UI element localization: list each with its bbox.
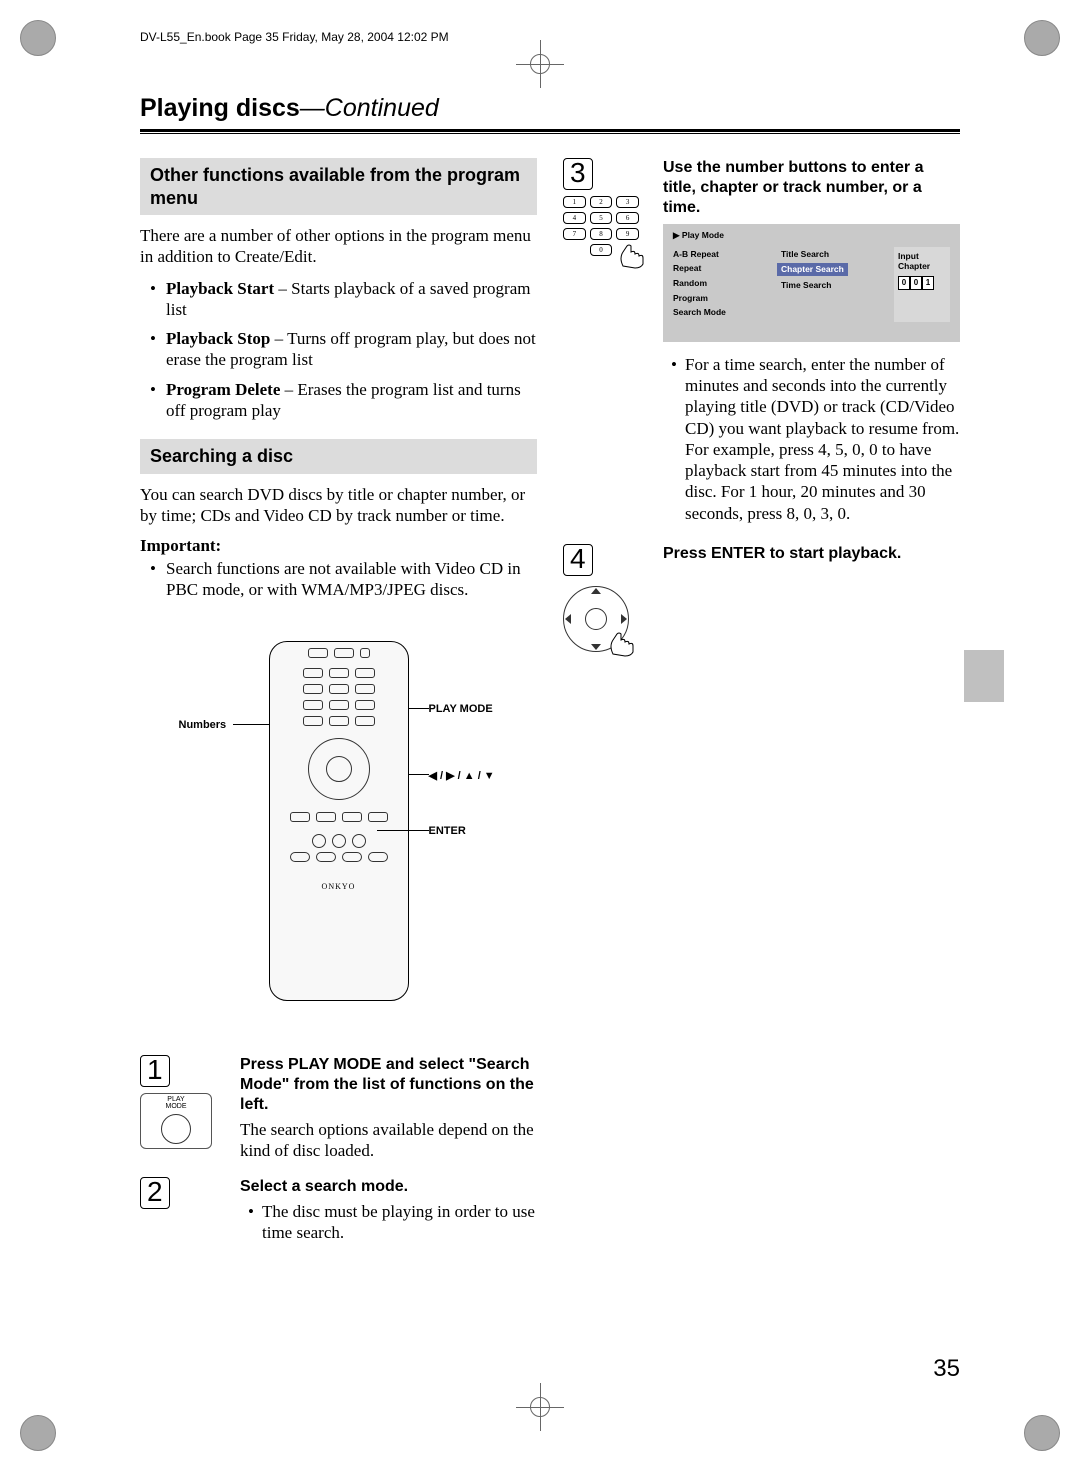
numpad-icon: 123 456 789 0 [563, 196, 643, 268]
step-left-area: 2 [140, 1177, 224, 1248]
crop-mark-bl [20, 1415, 56, 1451]
step-body: Press PLAY MODE and select "Search Mode"… [240, 1055, 537, 1162]
term: Playback Stop [166, 329, 270, 348]
screen-title: ▶ Play Mode [673, 230, 950, 241]
screen-col-modes: A-B Repeat Repeat Random Program Search … [673, 249, 763, 322]
step-body: Select a search mode. The disc must be p… [240, 1177, 537, 1248]
page-number: 35 [933, 1355, 960, 1383]
input-label: Input Chapter [898, 251, 946, 272]
crop-mark-br [1024, 1415, 1060, 1451]
left-column: Other functions available from the progr… [140, 158, 537, 1264]
bullet: The disc must be playing in order to use… [252, 1201, 537, 1244]
step-left-area: 4 [563, 544, 647, 652]
screen-col-search: Title Search Chapter Search Time Search [781, 249, 876, 322]
step-number: 2 [140, 1177, 170, 1209]
searching-intro: You can search DVD discs by title or cha… [140, 484, 537, 527]
step-left-area: 1 PLAYMODE [140, 1055, 224, 1162]
list-item: Program Delete – Erases the program list… [154, 379, 537, 422]
step-head: Use the number buttons to enter a title,… [663, 158, 960, 218]
term: Playback Start [166, 279, 274, 298]
leader-line [233, 724, 269, 725]
play-mode-screen: ▶ Play Mode A-B Repeat Repeat Random Pro… [663, 224, 960, 342]
play-mode-button-icon: PLAYMODE [140, 1093, 212, 1149]
step-head: Select a search mode. [240, 1177, 537, 1197]
step-text: The search options available depend on t… [240, 1119, 537, 1162]
crop-mark-tl [20, 20, 56, 56]
step-2: 2 Select a search mode. The disc must be… [140, 1177, 537, 1248]
two-column-layout: Other functions available from the progr… [140, 158, 960, 1264]
leader-line [409, 708, 429, 709]
list-item: Playback Stop – Turns off program play, … [154, 328, 537, 371]
page-title-continued: —Continued [300, 94, 439, 122]
crop-mark-tr [1024, 20, 1060, 56]
hand-icon [613, 236, 649, 272]
list-item: Playback Start – Starts playback of a sa… [154, 278, 537, 321]
section-other-functions-heading: Other functions available from the progr… [140, 158, 537, 215]
dpad-enter-icon [563, 586, 629, 652]
hand-icon [603, 624, 639, 660]
remote-label-playmode: PLAY MODE [429, 703, 493, 715]
bullet: For a time search, enter the number of m… [675, 354, 960, 524]
screen-input-panel: Input Chapter 0 0 1 [894, 247, 950, 322]
step-bullets: For a time search, enter the number of m… [663, 354, 960, 524]
remote-label-numbers: Numbers [179, 719, 227, 731]
screen-selected: Chapter Search [777, 263, 848, 276]
step-number: 3 [563, 158, 593, 190]
crop-cross-top [516, 40, 564, 88]
step-number: 4 [563, 544, 593, 576]
page-title-main: Playing discs [140, 94, 300, 122]
step-body: Press ENTER to start playback. [663, 544, 960, 652]
step-body: Use the number buttons to enter a title,… [663, 158, 960, 528]
step-4: 4 Press ENTER to start playback. [563, 544, 960, 652]
input-digits: 0 0 1 [898, 276, 946, 290]
remote-label-arrows: ◀ / ▶ / ▲ / ▼ [429, 769, 495, 782]
side-tab [964, 650, 1004, 702]
leader-line [377, 830, 429, 831]
title-rule [140, 129, 960, 134]
list-item: Search functions are not available with … [154, 558, 537, 601]
steps-left: 1 PLAYMODE Press PLAY MODE and select "S… [140, 1055, 537, 1248]
step-number: 1 [140, 1055, 170, 1087]
term: Program Delete [166, 380, 280, 399]
step-head: Press ENTER to start playback. [663, 544, 960, 564]
leader-line [409, 774, 429, 775]
remote-body: ONKYO [269, 641, 409, 1001]
important-label: Important: [140, 536, 537, 556]
important-list: Search functions are not available with … [140, 558, 537, 601]
section-searching-heading: Searching a disc [140, 439, 537, 474]
step-bullets: The disc must be playing in order to use… [240, 1201, 537, 1244]
page-title: Playing discs—Continued [140, 94, 960, 123]
right-column: 3 123 456 789 0 Use the num [563, 158, 960, 1264]
step-3: 3 123 456 789 0 Use the num [563, 158, 960, 528]
remote-label-enter: ENTER [429, 825, 466, 837]
remote-logo: ONKYO [270, 882, 408, 891]
remote-diagram: ONKYO Numbers PLAY MODE ◀ / ▶ / ▲ / ▼ EN… [149, 641, 529, 1021]
other-functions-list: Playback Start – Starts playback of a sa… [140, 278, 537, 422]
crop-cross-bottom [516, 1383, 564, 1431]
step-head: Press PLAY MODE and select "Search Mode"… [240, 1055, 537, 1115]
step-left-area: 3 123 456 789 0 [563, 158, 647, 528]
other-functions-intro: There are a number of other options in t… [140, 225, 537, 268]
page: DV-L55_En.book Page 35 Friday, May 28, 2… [0, 0, 1080, 1471]
step-1: 1 PLAYMODE Press PLAY MODE and select "S… [140, 1055, 537, 1162]
